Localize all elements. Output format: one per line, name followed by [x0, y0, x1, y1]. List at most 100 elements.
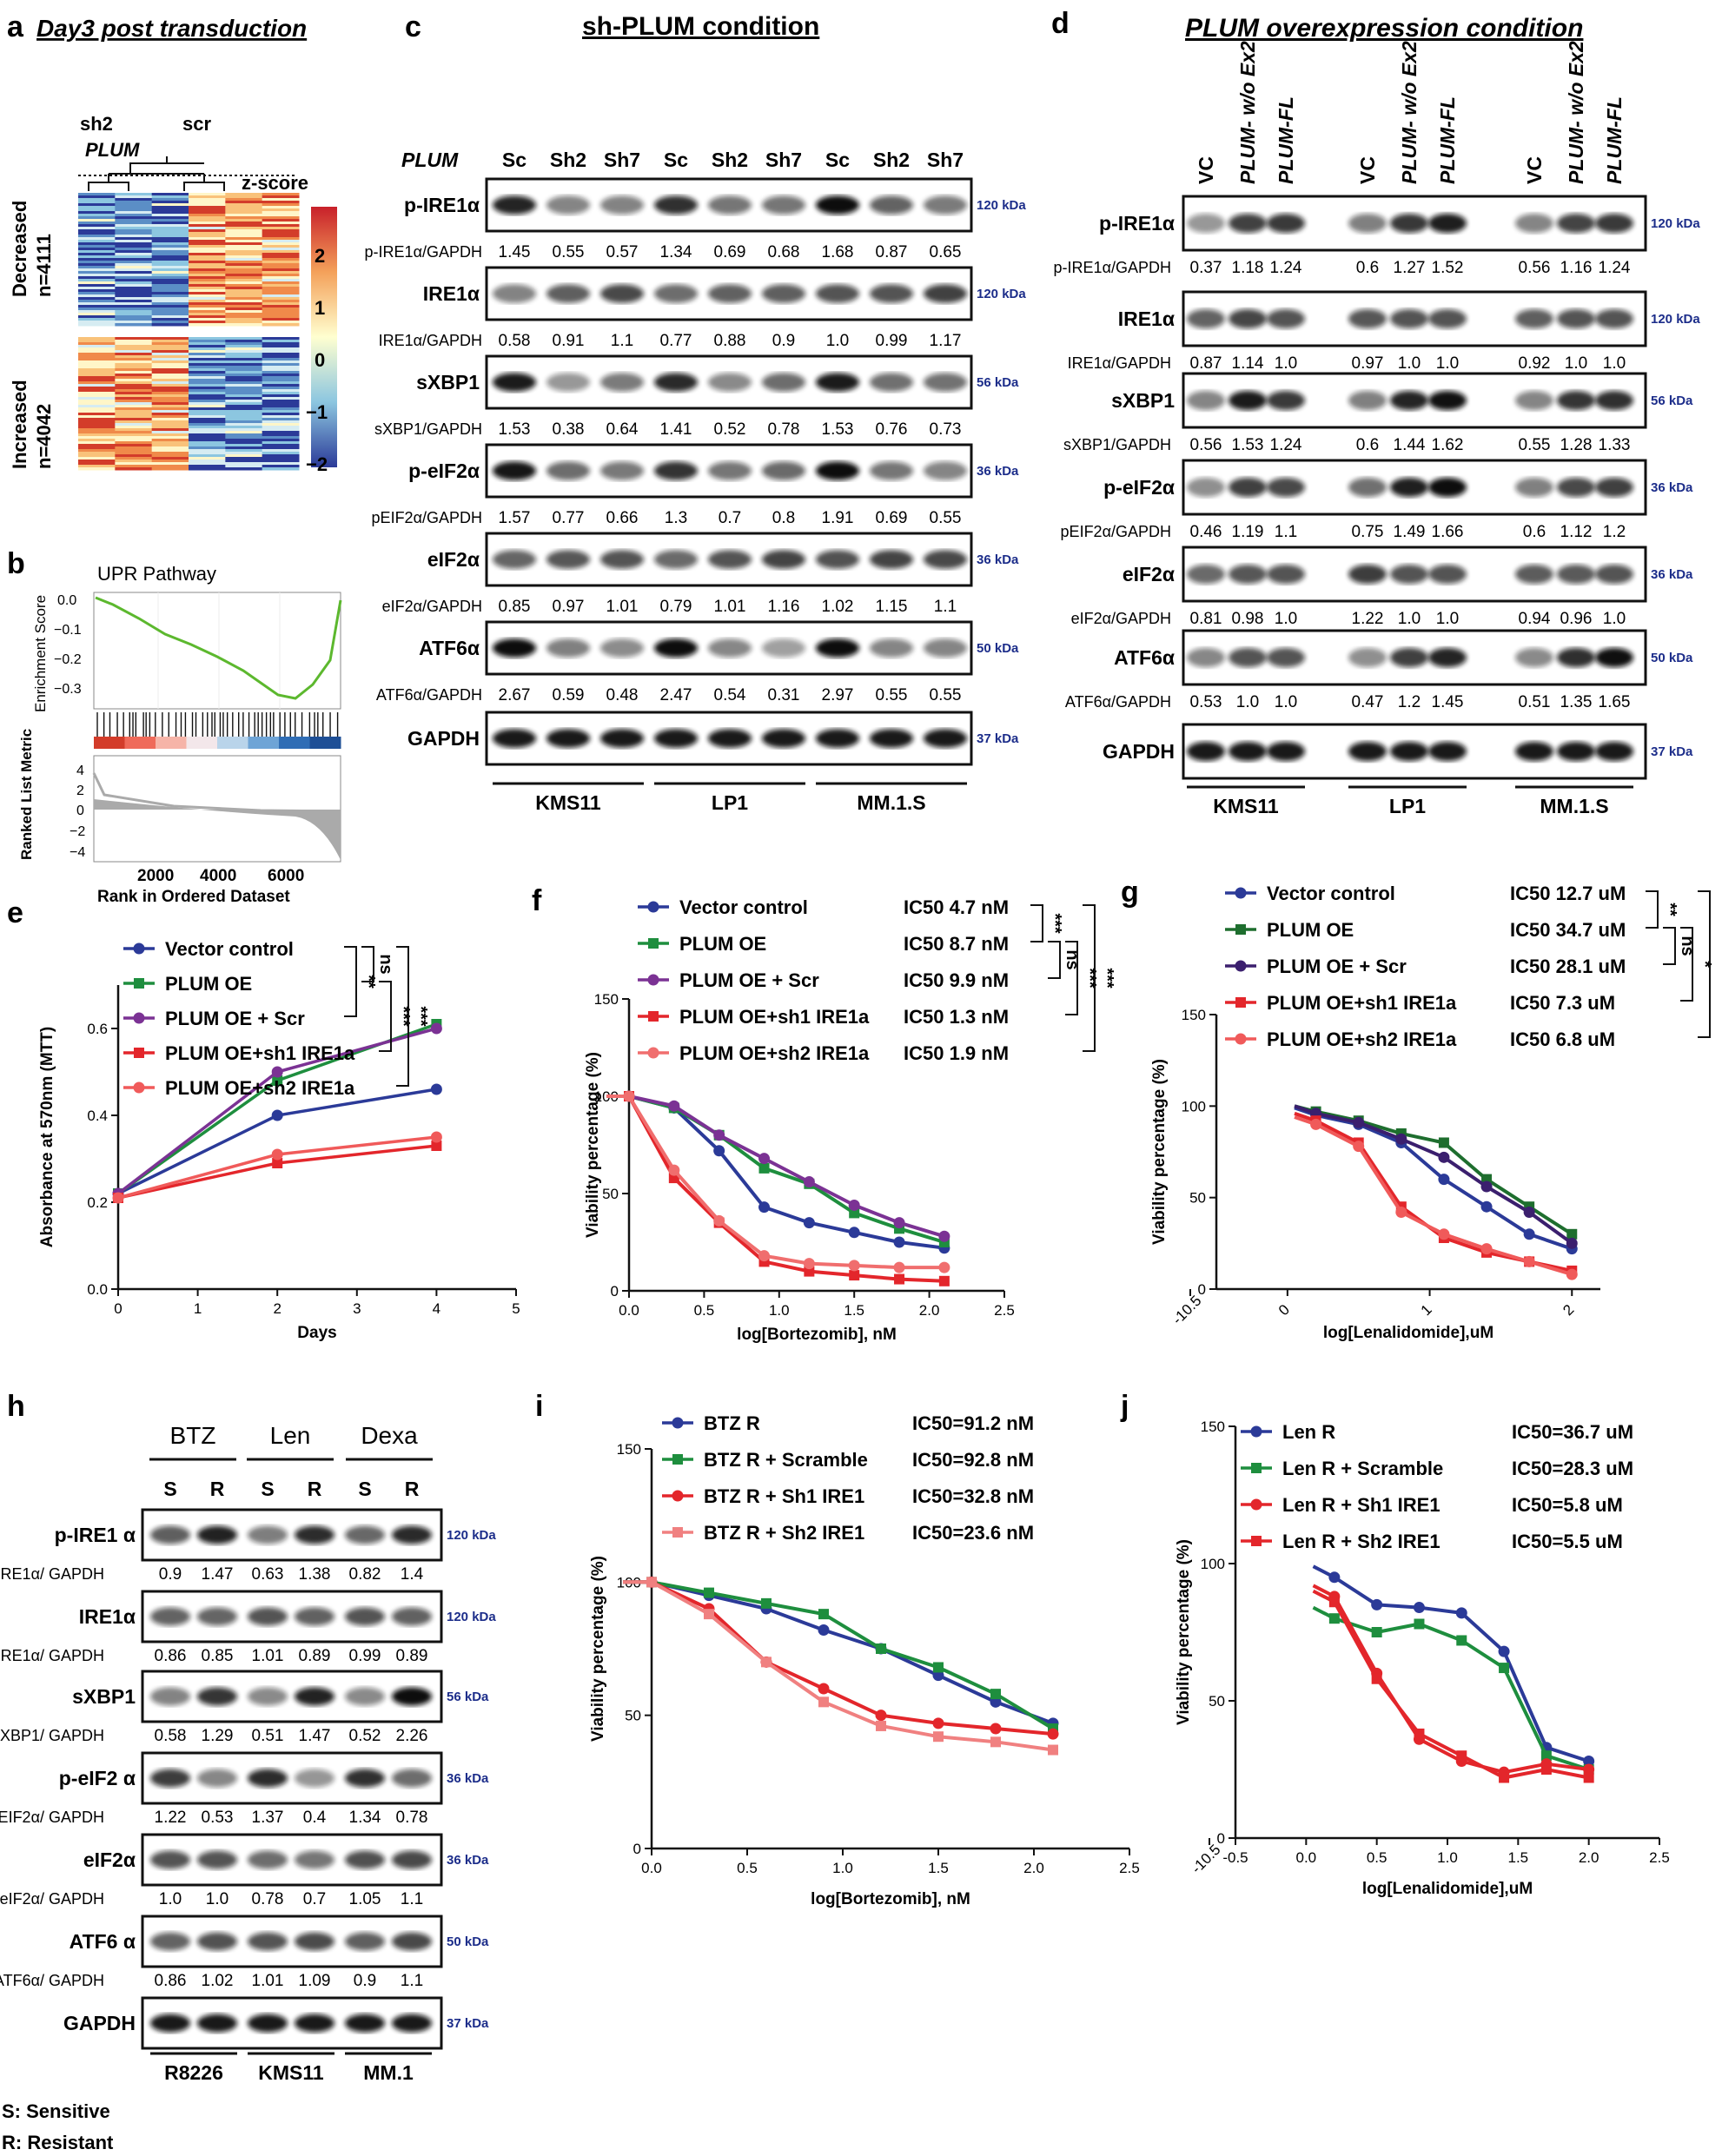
- ratio-label: p-IRE1α/GAPDH: [365, 243, 482, 261]
- lane-label-1: R: [210, 1478, 225, 1500]
- data-point: [1438, 1174, 1450, 1186]
- data-point: [1540, 1764, 1552, 1775]
- data-point: [1456, 1750, 1467, 1762]
- band: [654, 638, 698, 658]
- protein-label: eIF2α: [427, 548, 480, 571]
- data-point: [271, 1109, 283, 1121]
- kda-label: 50 kDa: [447, 1934, 489, 1949]
- heatmap-increased: [78, 337, 300, 471]
- band: [1390, 390, 1428, 411]
- kda-label: 120 kDa: [1651, 216, 1700, 231]
- data-point: [1371, 1673, 1382, 1684]
- gsea-title: UPR Pathway: [97, 563, 216, 585]
- legend-entry-0: Vector control: [123, 938, 294, 960]
- ratio-value: 0.76: [876, 420, 908, 439]
- band: [1348, 741, 1387, 762]
- blot-row-2: sXBP1 56 kDa sXBP1/GAPDH 0.56 1.53 1.24 0.6 1.4…: [1063, 372, 1693, 454]
- svg-text:2: 2: [76, 784, 84, 798]
- svg-text:2000: 2000: [137, 867, 174, 885]
- band: [345, 1687, 385, 1706]
- data-point: [1328, 1571, 1341, 1584]
- legend-entry-4: PLUM OE+sh2 IRE1a IC50 6.8 uM: [1225, 1028, 1615, 1050]
- cell-line-2: MM.1: [363, 2061, 414, 2084]
- y-tick-label: 50: [1209, 1693, 1225, 1710]
- legend-entry-1: BTZ R + Scramble IC50=92.8 nM: [662, 1449, 1034, 1471]
- band: [816, 638, 859, 658]
- kda-label: 120 kDa: [977, 287, 1026, 301]
- cell-line-0: KMS11: [1213, 795, 1279, 817]
- band: [1348, 647, 1387, 668]
- legend-label: PLUM OE+sh2 IRE1a: [679, 1042, 870, 1064]
- legend-label: Len R + Sh2 IRE1: [1282, 1531, 1441, 1552]
- legend-entry-2: BTZ R + Sh1 IRE1 IC50=32.8 nM: [662, 1485, 1034, 1507]
- band: [345, 1850, 385, 1869]
- data-point: [271, 1148, 283, 1161]
- lane-label-3: VC: [1356, 156, 1379, 184]
- ratio-value: 0.46: [1190, 523, 1222, 541]
- ratio-value: 0.86: [155, 1972, 187, 1990]
- series-2: [1294, 1104, 1578, 1249]
- series-1: [623, 1577, 1058, 1734]
- legend-label: BTZ R + Sh2 IRE1: [704, 1522, 864, 1544]
- band: [762, 461, 805, 480]
- legend-entry-4: PLUM OE+sh2 IRE1a: [123, 1077, 355, 1099]
- band: [1557, 564, 1595, 585]
- data-point: [1414, 1728, 1425, 1739]
- ratio-label: IRE1α/GAPDH: [1068, 354, 1171, 372]
- ratio-value: 1.0: [1436, 610, 1459, 628]
- significance-label: ns: [1678, 936, 1697, 956]
- y-tick-label: 150: [1182, 1007, 1206, 1023]
- ratio-label: p-IRE1α/GAPDH: [1054, 259, 1171, 276]
- lane-label-4: S: [358, 1478, 371, 1500]
- ratio-value: 0.51: [252, 1727, 284, 1745]
- ratio-value: 0.99: [876, 332, 908, 350]
- rank-ticks: 4 2 0 −2 −4: [70, 764, 85, 860]
- ratio-value: 0.55: [876, 686, 908, 704]
- kda-label: 120 kDa: [447, 1610, 496, 1624]
- band: [150, 1687, 190, 1706]
- band: [493, 638, 536, 658]
- ic50-label: IC50 28.1 uM: [1510, 956, 1626, 977]
- x-tick-label: 4: [433, 1300, 440, 1317]
- y-tick-label: 150: [594, 991, 619, 1008]
- ratio-value: 0.82: [349, 1565, 381, 1584]
- band: [870, 638, 913, 658]
- fit-curve: [1294, 1104, 1573, 1245]
- ratio-value: 0.78: [252, 1890, 284, 1908]
- x-tick-label: 5: [512, 1300, 520, 1317]
- ratio-value: 0.99: [349, 1647, 381, 1665]
- y-tick-label: 0.0: [87, 1281, 108, 1298]
- ratio-value: 1.24: [1270, 259, 1302, 277]
- lane-label-6: VC: [1523, 156, 1546, 184]
- ratio-value: 0.38: [553, 420, 585, 439]
- data-point: [646, 1577, 657, 1588]
- band: [295, 1850, 334, 1869]
- band: [816, 461, 859, 480]
- x-axis-label: log[Lenalidomide],uM: [1362, 1880, 1533, 1898]
- band: [248, 1687, 288, 1706]
- ratio-value: 0.58: [499, 332, 531, 350]
- data-point: [758, 1201, 771, 1214]
- band: [1267, 564, 1305, 585]
- es-ticks: 0.0 −0.1 −0.2 −0.3: [54, 593, 82, 697]
- fit-curve: [1294, 1104, 1573, 1236]
- ratio-value: 1.2: [1398, 693, 1421, 711]
- ratio-value: 1.41: [660, 420, 692, 439]
- band: [708, 729, 752, 748]
- y-tick-label: 100: [1201, 1556, 1225, 1572]
- ratio-value: 0.78: [396, 1809, 428, 1827]
- ratio-value: 0.9: [159, 1565, 182, 1584]
- band: [546, 195, 590, 215]
- ratio-value: 0.89: [396, 1647, 428, 1665]
- x-tick-label: 0.0: [1296, 1849, 1317, 1866]
- band: [493, 195, 536, 215]
- band: [197, 1687, 237, 1706]
- band: [150, 1607, 190, 1626]
- x-axis-label: Days: [297, 1324, 336, 1342]
- kda-label: 120 kDa: [1651, 312, 1700, 327]
- band: [1428, 308, 1467, 329]
- x-tick-label: 2.0: [1579, 1849, 1599, 1866]
- data-point: [849, 1270, 860, 1281]
- band: [654, 373, 698, 392]
- band: [295, 1607, 334, 1626]
